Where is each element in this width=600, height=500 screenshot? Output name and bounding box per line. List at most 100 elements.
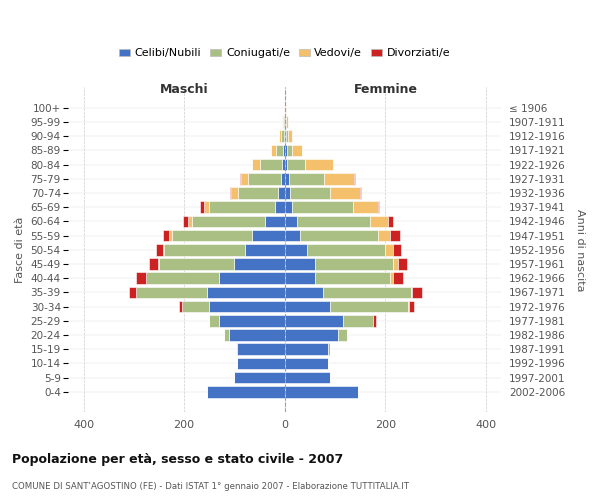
Bar <box>378 202 379 213</box>
Bar <box>354 173 355 184</box>
Bar <box>239 173 241 184</box>
Bar <box>282 116 283 128</box>
Bar <box>289 173 324 184</box>
Bar <box>285 202 292 213</box>
Bar <box>373 315 376 326</box>
Bar <box>163 230 169 241</box>
Bar <box>164 244 245 256</box>
Bar <box>285 173 289 184</box>
Bar <box>241 173 248 184</box>
Bar <box>285 258 315 270</box>
Bar <box>286 116 288 128</box>
Bar <box>209 300 285 312</box>
Bar <box>353 202 378 213</box>
Bar <box>232 187 238 199</box>
Bar <box>360 187 361 199</box>
Bar <box>136 272 146 284</box>
Bar <box>252 230 285 241</box>
Bar <box>279 130 281 142</box>
Bar <box>230 187 232 199</box>
Bar <box>192 216 265 227</box>
Bar <box>129 286 136 298</box>
Bar <box>292 144 302 156</box>
Bar <box>149 258 158 270</box>
Bar <box>136 286 207 298</box>
Bar <box>289 130 292 142</box>
Bar <box>179 300 182 312</box>
Bar <box>343 315 373 326</box>
Bar <box>323 286 410 298</box>
Bar <box>290 187 330 199</box>
Bar <box>209 315 220 326</box>
Bar <box>285 187 290 199</box>
Bar <box>172 230 252 241</box>
Bar <box>159 258 235 270</box>
Bar <box>207 286 285 298</box>
Bar <box>237 358 285 369</box>
Bar <box>235 258 285 270</box>
Bar <box>220 315 285 326</box>
Bar <box>305 159 332 170</box>
Bar <box>285 244 307 256</box>
Bar <box>248 173 281 184</box>
Bar <box>157 244 163 256</box>
Bar <box>412 286 422 298</box>
Bar <box>388 216 393 227</box>
Bar <box>281 173 285 184</box>
Bar <box>370 216 388 227</box>
Bar <box>260 159 282 170</box>
Bar <box>282 159 285 170</box>
Y-axis label: Anni di nascita: Anni di nascita <box>575 208 585 291</box>
Bar <box>315 258 393 270</box>
Bar <box>393 272 403 284</box>
Bar <box>220 272 285 284</box>
Bar <box>283 116 284 128</box>
Bar <box>285 344 328 355</box>
Bar <box>300 230 378 241</box>
Bar <box>285 144 287 156</box>
Bar <box>245 244 285 256</box>
Bar <box>285 230 300 241</box>
Bar <box>285 372 330 384</box>
Bar <box>410 286 412 298</box>
Bar <box>285 286 323 298</box>
Bar <box>283 144 285 156</box>
Bar <box>391 230 400 241</box>
Bar <box>209 202 275 213</box>
Y-axis label: Fasce di età: Fasce di età <box>15 216 25 283</box>
Bar <box>204 202 209 213</box>
Bar <box>385 244 393 256</box>
Bar <box>271 144 276 156</box>
Bar <box>391 272 393 284</box>
Bar <box>265 216 285 227</box>
Bar <box>378 230 391 241</box>
Bar <box>285 272 315 284</box>
Text: Maschi: Maschi <box>160 84 208 96</box>
Bar <box>238 187 278 199</box>
Bar <box>146 272 220 284</box>
Bar <box>252 159 260 170</box>
Bar <box>169 230 172 241</box>
Bar <box>278 187 285 199</box>
Bar <box>330 187 360 199</box>
Bar <box>330 300 408 312</box>
Bar <box>328 344 330 355</box>
Bar <box>163 244 164 256</box>
Bar <box>393 258 398 270</box>
Bar <box>158 258 159 270</box>
Bar <box>235 372 285 384</box>
Bar <box>281 130 284 142</box>
Bar <box>324 173 354 184</box>
Bar <box>229 329 285 341</box>
Bar <box>285 216 298 227</box>
Bar <box>393 244 401 256</box>
Bar <box>292 202 353 213</box>
Bar <box>207 386 285 398</box>
Bar <box>287 159 305 170</box>
Text: COMUNE DI SANT'AGOSTINO (FE) - Dati ISTAT 1° gennaio 2007 - Elaborazione TUTTITA: COMUNE DI SANT'AGOSTINO (FE) - Dati ISTA… <box>12 482 409 491</box>
Bar <box>285 130 286 142</box>
Bar <box>315 272 391 284</box>
Bar <box>285 358 328 369</box>
Legend: Celibi/Nubili, Coniugati/e, Vedovi/e, Divorziati/e: Celibi/Nubili, Coniugati/e, Vedovi/e, Di… <box>115 44 455 63</box>
Bar <box>200 202 204 213</box>
